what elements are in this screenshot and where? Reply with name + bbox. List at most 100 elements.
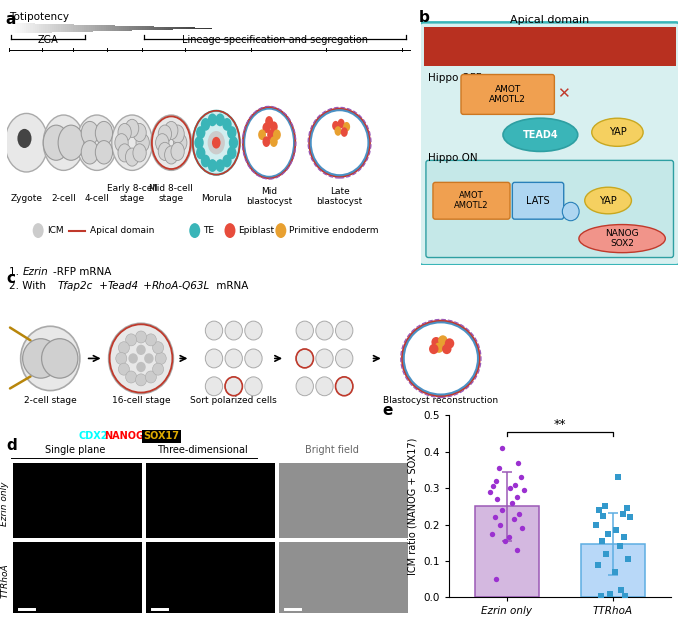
Circle shape (227, 146, 236, 159)
Bar (151, 26, 153, 30)
Text: ICM: ICM (47, 226, 64, 235)
Bar (153, 26, 155, 30)
Point (593, 560, 603, 570)
Bar (86, 25, 89, 31)
Bar (147, 26, 149, 30)
Bar (99, 25, 102, 31)
Text: Mid 8-cell
stage: Mid 8-cell stage (149, 184, 193, 203)
Text: 2-cell: 2-cell (51, 194, 76, 203)
Bar (475, 506, 539, 597)
Text: Early 8-cell
stage: Early 8-cell stage (107, 184, 158, 203)
Text: YAP: YAP (608, 127, 626, 137)
Bar (35, 24, 37, 33)
Bar (26, 24, 29, 33)
Circle shape (125, 371, 137, 383)
Circle shape (296, 321, 314, 340)
Circle shape (171, 125, 184, 143)
Bar (199, 27, 201, 29)
Bar (110, 26, 112, 31)
Text: ✕: ✕ (558, 86, 570, 102)
Circle shape (23, 339, 59, 378)
Circle shape (334, 127, 342, 136)
Circle shape (164, 146, 178, 164)
Text: 1.: 1. (9, 267, 22, 277)
Circle shape (332, 121, 339, 130)
Circle shape (245, 349, 262, 368)
Point (504, 483, 515, 493)
Bar (15, 23, 18, 33)
Circle shape (340, 127, 348, 137)
Text: Hippo ON: Hippo ON (428, 153, 478, 163)
Bar (63, 24, 65, 32)
Text: SOX17: SOX17 (143, 431, 179, 442)
Bar (129, 26, 132, 31)
Circle shape (136, 362, 146, 372)
Circle shape (442, 344, 451, 354)
Circle shape (445, 338, 454, 348)
Bar (182, 27, 184, 29)
Text: Primitive endoderm: Primitive endoderm (290, 226, 379, 235)
Bar (207, 28, 210, 29)
Text: Tfap2c: Tfap2c (58, 281, 92, 291)
Circle shape (196, 126, 206, 139)
Circle shape (206, 321, 223, 340)
Circle shape (316, 321, 333, 340)
Circle shape (77, 115, 117, 171)
Circle shape (171, 142, 184, 160)
Point (622, 503, 633, 513)
FancyBboxPatch shape (433, 182, 510, 219)
Circle shape (136, 374, 147, 386)
Bar (177, 27, 179, 29)
Text: YAP: YAP (599, 196, 617, 206)
Point (625, 512, 636, 523)
Text: Epiblast: Epiblast (238, 226, 275, 235)
Bar (103, 26, 106, 31)
Bar (190, 27, 192, 29)
Text: 4-cell: 4-cell (84, 194, 109, 203)
Text: Morula: Morula (201, 194, 232, 203)
Point (612, 472, 623, 482)
Bar (194, 27, 197, 29)
Circle shape (227, 126, 236, 139)
Circle shape (109, 323, 173, 394)
Point (619, 532, 630, 543)
Bar (179, 27, 182, 29)
Circle shape (336, 349, 353, 368)
Point (491, 574, 502, 584)
Circle shape (164, 121, 178, 139)
Circle shape (343, 122, 350, 132)
Point (497, 505, 508, 515)
Bar (52, 24, 54, 33)
Text: Sort polarized cells: Sort polarized cells (190, 396, 277, 406)
Bar (90, 25, 93, 31)
Circle shape (17, 129, 32, 148)
Circle shape (115, 134, 128, 152)
Bar (11, 23, 14, 33)
Bar (201, 27, 203, 29)
Circle shape (262, 123, 271, 133)
Text: Mid
blastocyst: Mid blastocyst (246, 187, 292, 206)
Bar (112, 26, 115, 31)
Circle shape (125, 334, 137, 346)
Circle shape (208, 131, 225, 155)
Circle shape (296, 377, 314, 396)
Circle shape (270, 121, 277, 132)
Bar (138, 26, 140, 30)
Circle shape (338, 119, 345, 128)
FancyBboxPatch shape (512, 182, 564, 219)
Bar (30, 24, 33, 33)
Ellipse shape (592, 118, 643, 146)
Circle shape (82, 121, 99, 145)
FancyBboxPatch shape (423, 27, 676, 66)
Circle shape (267, 129, 275, 140)
Point (598, 511, 609, 521)
Bar (127, 26, 130, 31)
Circle shape (144, 353, 153, 364)
Point (516, 472, 527, 482)
Text: Blastocyst reconstruction: Blastocyst reconstruction (384, 396, 499, 406)
Point (603, 528, 614, 539)
Circle shape (215, 114, 225, 127)
Bar (155, 27, 158, 30)
Circle shape (58, 125, 84, 160)
Text: NANOG: NANOG (104, 431, 145, 442)
